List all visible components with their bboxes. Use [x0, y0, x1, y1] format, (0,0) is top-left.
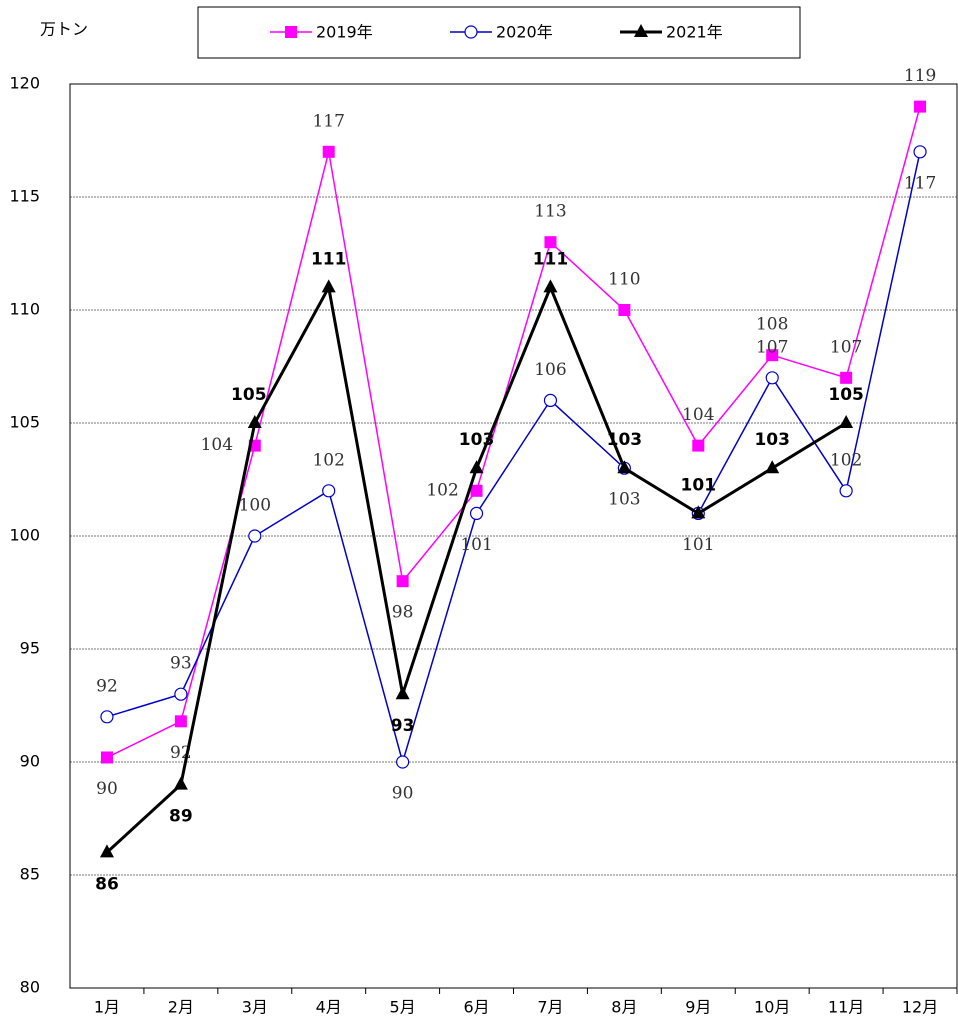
y-tick-label: 105	[9, 413, 40, 432]
y-tick-label: 115	[9, 187, 40, 206]
x-tick-label: 3月	[242, 998, 268, 1017]
data-point	[692, 439, 705, 452]
data-label: 113	[534, 202, 566, 222]
data-label: 102	[426, 480, 458, 500]
data-point	[247, 415, 262, 428]
legend-label: 2021年	[666, 23, 723, 42]
x-tick-label: 9月	[685, 998, 711, 1017]
data-point	[396, 575, 409, 588]
y-tick-label: 100	[9, 526, 40, 545]
data-point	[765, 371, 779, 385]
data-point	[470, 484, 483, 497]
data-point	[543, 393, 558, 407]
data-label: 101	[460, 535, 492, 555]
data-point	[913, 145, 927, 159]
data-point	[469, 460, 484, 474]
data-point	[322, 484, 336, 498]
data-label: 110	[608, 270, 640, 290]
data-label: 98	[392, 603, 414, 623]
x-tick-label: 12月	[902, 998, 938, 1017]
data-label: 103	[607, 430, 643, 450]
data-label: 107	[830, 337, 862, 357]
data-point	[840, 371, 853, 384]
x-tick-label: 1月	[94, 998, 120, 1017]
data-label: 108	[756, 315, 788, 335]
data-label: 103	[754, 430, 790, 450]
data-point	[765, 460, 780, 474]
data-point	[396, 755, 410, 769]
y-tick-label: 80	[20, 978, 40, 997]
data-label: 111	[311, 249, 347, 269]
data-label: 107	[756, 337, 788, 357]
data-label: 104	[201, 435, 233, 455]
data-point	[321, 279, 336, 293]
data-label: 92	[96, 676, 118, 696]
x-tick-label: 6月	[463, 998, 489, 1017]
data-label: 102	[830, 450, 862, 470]
data-point	[617, 460, 632, 474]
data-point	[100, 710, 114, 724]
data-point	[839, 484, 853, 498]
x-tick-label: 8月	[611, 998, 637, 1017]
y-tick-label: 95	[20, 639, 40, 658]
data-label: 93	[170, 654, 192, 674]
y-axis-label: 万トン	[40, 20, 88, 39]
data-label: 86	[95, 874, 119, 894]
data-point	[839, 415, 854, 428]
data-label: 106	[534, 360, 566, 380]
y-tick-label: 120	[9, 74, 40, 93]
data-point	[395, 686, 410, 700]
data-point	[174, 715, 187, 728]
data-point	[691, 505, 706, 519]
data-point	[322, 145, 335, 158]
data-label: 111	[533, 249, 569, 269]
y-tick-label: 110	[9, 300, 40, 319]
data-point	[174, 687, 188, 701]
data-label: 90	[96, 779, 118, 799]
x-tick-label: 2月	[168, 998, 194, 1017]
x-tick-label: 5月	[390, 998, 416, 1017]
series-line	[106, 151, 921, 765]
data-label: 105	[828, 385, 864, 405]
x-tick-label: 11月	[828, 998, 864, 1017]
data-label: 103	[459, 430, 495, 450]
legend-marker	[464, 25, 478, 39]
data-point	[173, 776, 188, 790]
data-label: 117	[904, 173, 936, 193]
data-point	[543, 279, 558, 293]
data-point	[914, 100, 927, 113]
data-label: 89	[169, 807, 193, 827]
data-point	[248, 529, 262, 543]
y-tick-label: 85	[20, 865, 40, 884]
data-point	[100, 751, 113, 764]
data-label: 100	[239, 496, 271, 516]
legend-label: 2020年	[496, 23, 553, 42]
data-point	[618, 304, 631, 316]
y-tick-label: 90	[20, 752, 40, 771]
data-label: 101	[681, 475, 717, 495]
data-label: 102	[312, 450, 344, 470]
data-point	[544, 236, 557, 249]
data-label: 117	[312, 111, 344, 131]
legend-label: 2019年	[316, 23, 373, 42]
data-label: 93	[391, 716, 415, 736]
data-point	[469, 506, 484, 521]
series-line	[106, 106, 921, 759]
legend-marker	[634, 24, 648, 37]
x-tick-label: 4月	[316, 998, 342, 1017]
x-tick-label: 10月	[754, 998, 790, 1017]
data-label: 105	[231, 385, 267, 405]
data-label: 90	[392, 784, 414, 804]
data-label: 103	[608, 490, 640, 510]
data-label: 101	[682, 535, 714, 555]
data-label: 104	[682, 405, 714, 425]
legend-marker	[285, 26, 297, 38]
data-label: 119	[904, 66, 936, 86]
x-tick-label: 7月	[537, 998, 563, 1017]
data-point	[766, 349, 779, 362]
data-point	[99, 844, 114, 858]
